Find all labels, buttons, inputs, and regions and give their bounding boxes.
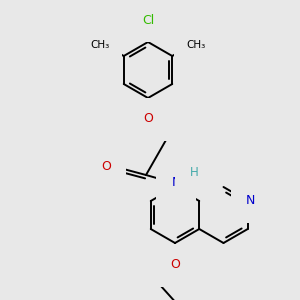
Text: CH₃: CH₃ <box>90 40 110 50</box>
Text: H: H <box>190 167 198 179</box>
Text: N: N <box>246 194 255 208</box>
Text: CH₃: CH₃ <box>187 40 206 50</box>
Text: O: O <box>101 160 111 173</box>
Text: O: O <box>143 112 153 125</box>
Text: O: O <box>170 259 180 272</box>
Text: N: N <box>171 176 181 190</box>
Text: Cl: Cl <box>142 14 154 26</box>
